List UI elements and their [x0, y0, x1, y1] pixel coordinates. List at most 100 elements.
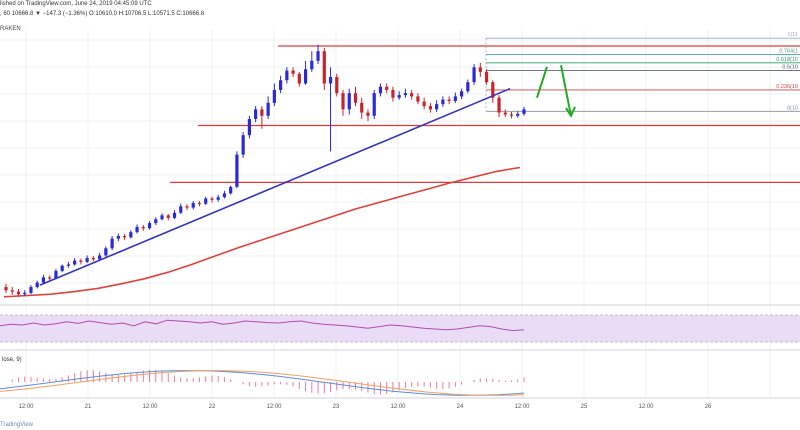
grid — [0, 30, 800, 399]
candle-body — [341, 93, 345, 110]
candle-body — [416, 96, 420, 102]
fibonacci-retracement: 1(11 0.764(1 0.618(10 0.5(10 0.236(10 0(10 — [485, 32, 800, 112]
trendline — [39, 87, 511, 286]
candle-body — [23, 292, 27, 295]
candle-body — [316, 51, 320, 61]
candle-body — [459, 91, 464, 97]
candle-body — [260, 109, 264, 116]
candle-body — [447, 99, 451, 101]
candle-body — [466, 82, 470, 92]
fib-level-label: 0.5(10 — [782, 65, 798, 71]
x-tick-label: 12:00 — [266, 404, 282, 410]
candle-body — [197, 203, 202, 205]
candle-body — [410, 93, 414, 97]
candle-body — [484, 71, 489, 83]
fib-level-label: 1(11 — [787, 32, 798, 38]
candle-body — [372, 93, 376, 116]
candle-body — [491, 82, 495, 98]
candle-body — [29, 287, 33, 293]
candle-body — [35, 282, 39, 288]
candle-body — [428, 106, 432, 110]
candle-body — [116, 236, 120, 239]
tradingview-watermark: TradingView — [0, 422, 34, 428]
forecast-arrows — [536, 65, 576, 118]
candle-body — [222, 193, 227, 198]
candle-body — [154, 219, 158, 224]
candle-body — [509, 114, 514, 116]
candle-body — [79, 260, 83, 262]
candle-body — [303, 69, 308, 84]
candle-body — [378, 86, 383, 94]
candle-body — [147, 223, 152, 229]
candle-body — [403, 93, 408, 96]
candle-body — [4, 287, 8, 291]
x-tick-label: 12:00 — [638, 404, 654, 410]
candle-body — [366, 112, 370, 116]
candle-body — [497, 97, 501, 113]
candle-body — [10, 290, 14, 292]
candle-body — [254, 109, 258, 120]
candle-body — [210, 198, 214, 200]
candle-body — [16, 291, 21, 295]
x-tick-label: 25 — [581, 404, 588, 410]
fib-level-label: 0.618(10 — [776, 57, 798, 63]
candle-body — [172, 212, 177, 218]
x-tick-label: 23 — [333, 404, 340, 410]
candle-body — [516, 113, 520, 116]
support-resistance-levels — [170, 45, 800, 184]
x-tick-label: 22 — [209, 404, 216, 410]
candle-body — [166, 215, 170, 218]
candle-body — [185, 206, 189, 208]
candle-body — [353, 93, 358, 103]
candle-body — [522, 109, 526, 114]
candle-body — [135, 226, 139, 233]
signal-line — [0, 370, 525, 396]
moving-average-line — [3, 166, 521, 298]
candle-body — [73, 260, 77, 265]
rising-trendline — [39, 87, 511, 286]
candle-body — [160, 215, 164, 220]
candle-body — [272, 89, 276, 103]
candle-body — [104, 248, 108, 256]
candle-body — [291, 70, 295, 74]
x-tick-label: 12:00 — [390, 404, 406, 410]
candle-body — [41, 277, 46, 283]
x-axis: 12:00 21 12:00 22 12:00 23 12:00 24 12:00 25 12:00… — [18, 404, 712, 410]
up-arrow — [536, 66, 548, 99]
fib-level-label: 0.764(1 — [779, 48, 798, 54]
candle-body — [472, 67, 476, 83]
down-arrow — [560, 65, 572, 116]
candle-body — [66, 264, 71, 266]
candle-body — [422, 101, 426, 107]
candle-body — [247, 119, 251, 136]
candle-body — [129, 232, 133, 238]
candle-body — [91, 257, 95, 260]
candle-body — [60, 265, 64, 271]
candle-body — [297, 73, 301, 84]
candle-body — [229, 186, 233, 194]
moving-average — [3, 166, 521, 298]
rsi-panel — [0, 314, 800, 343]
candle-body — [179, 206, 183, 213]
candle-body — [347, 93, 351, 110]
candle-body — [279, 80, 283, 90]
exchange-label: RAKEN — [0, 26, 21, 32]
candle-body — [241, 135, 245, 155]
candle-body — [391, 89, 395, 98]
candle-body — [360, 102, 364, 113]
candle-body — [48, 277, 52, 279]
fib-level-label: 0.236(10 — [776, 84, 798, 90]
macd-line — [0, 370, 525, 396]
candle-body — [85, 257, 89, 262]
candle-body — [122, 236, 127, 238]
rsi-band — [0, 315, 800, 342]
candle-body — [285, 70, 289, 81]
candle-body — [310, 60, 314, 70]
macd-label: lose, 9) — [2, 357, 22, 363]
candle-body — [322, 51, 326, 84]
chart-publish-info: lished on TradingView.com, June 24, 2019… — [0, 1, 152, 7]
ohlc-readout: , 60 10666.8 ▼ −147.3 (−1.36%) O:10610.0… — [0, 11, 205, 17]
candle-body — [110, 238, 114, 249]
macd-panel: lose, 9) — [0, 357, 525, 396]
